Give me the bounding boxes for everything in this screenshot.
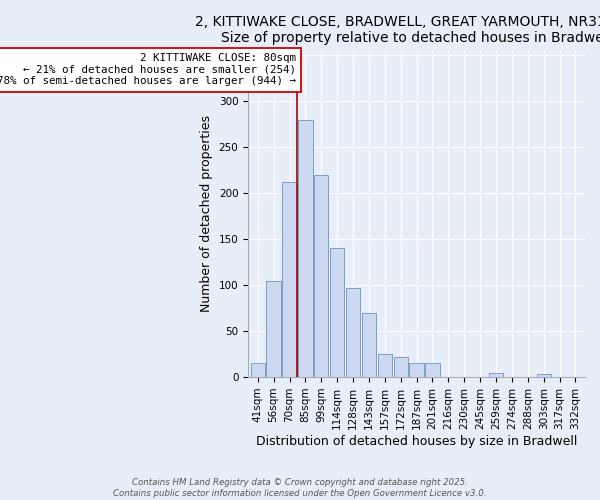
Bar — [346, 288, 360, 377]
Text: 2 KITTIWAKE CLOSE: 80sqm
← 21% of detached houses are smaller (254)
78% of semi-: 2 KITTIWAKE CLOSE: 80sqm ← 21% of detach… — [0, 54, 296, 86]
Text: Contains HM Land Registry data © Crown copyright and database right 2025.
Contai: Contains HM Land Registry data © Crown c… — [113, 478, 487, 498]
Bar — [536, 374, 551, 377]
Bar — [283, 182, 296, 377]
Bar — [266, 280, 281, 377]
Bar — [409, 364, 424, 377]
X-axis label: Distribution of detached houses by size in Bradwell: Distribution of detached houses by size … — [256, 434, 577, 448]
Bar — [314, 174, 328, 377]
Y-axis label: Number of detached properties: Number of detached properties — [200, 116, 213, 312]
Bar — [362, 312, 376, 377]
Bar — [394, 357, 408, 377]
Bar — [377, 354, 392, 377]
Bar — [489, 374, 503, 377]
Title: 2, KITTIWAKE CLOSE, BRADWELL, GREAT YARMOUTH, NR31 9UP
Size of property relative: 2, KITTIWAKE CLOSE, BRADWELL, GREAT YARM… — [196, 15, 600, 45]
Bar — [330, 248, 344, 377]
Bar — [425, 364, 440, 377]
Bar — [298, 120, 313, 377]
Bar — [251, 364, 265, 377]
